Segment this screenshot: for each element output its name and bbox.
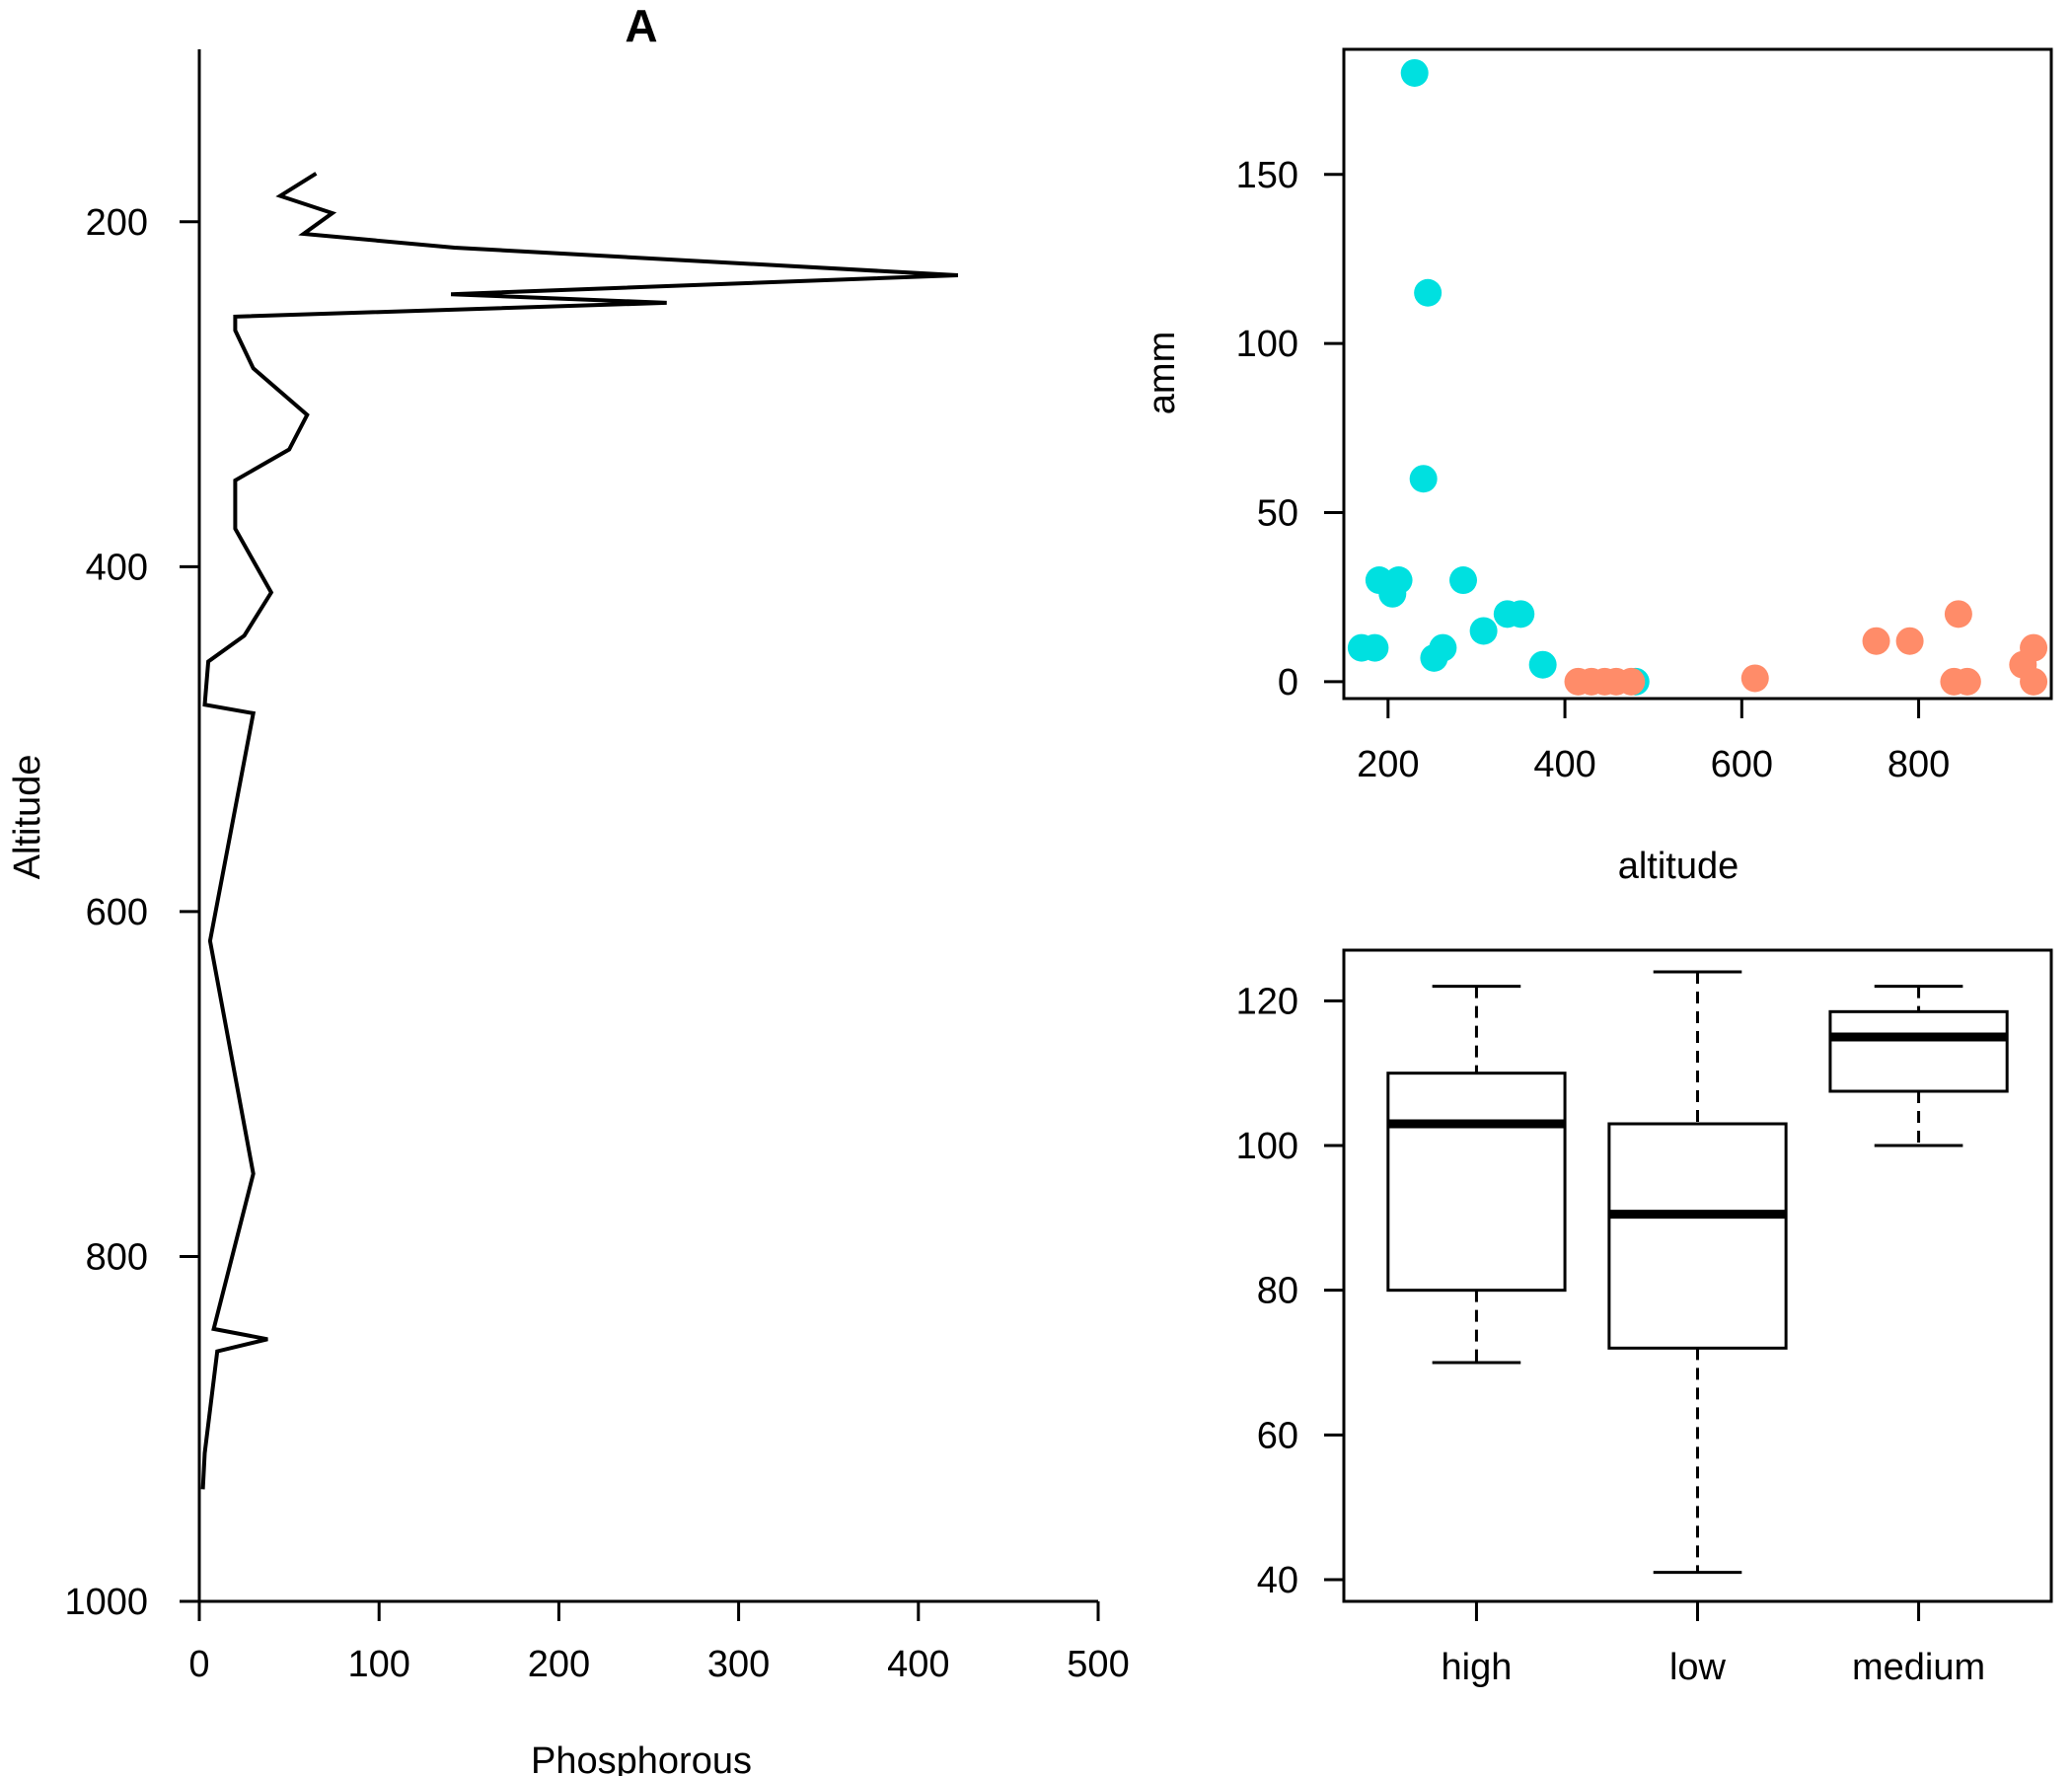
scatter-point — [1469, 617, 1498, 645]
scatter-point — [1617, 667, 1646, 696]
scatter-point — [1528, 650, 1557, 679]
box-iqr — [1828, 1009, 2009, 1093]
panel-a-x-axis-title: Phosphorous — [531, 1740, 752, 1776]
panel-c-category-label: low — [1669, 1647, 1727, 1688]
panel-b-x-tick-label: 600 — [1711, 744, 1773, 785]
panel-c-y-tick-label: 120 — [1236, 981, 1298, 1022]
panel-b-y-tick-label: 50 — [1257, 493, 1298, 535]
panel-a-y-tick-label: 1000 — [64, 1582, 148, 1623]
panel-a-y-axis-title: Altitude — [7, 755, 48, 880]
panel-c-y-tick-label: 80 — [1257, 1271, 1298, 1312]
scatter-point — [1400, 58, 1429, 87]
panel-b-y-tick-label: 0 — [1278, 662, 1298, 703]
panel-a-title: A — [625, 0, 657, 51]
scatter-point — [1953, 667, 1981, 696]
panel-a-y-tick-label: 200 — [86, 202, 148, 244]
panel-b-y-axis-title: amm — [1142, 332, 1183, 414]
scatter-point — [1378, 579, 1407, 608]
scatter-point — [1740, 664, 1769, 693]
panel-a-y-tick-label: 800 — [86, 1236, 148, 1278]
scatter-point — [1414, 278, 1443, 307]
box-iqr — [1607, 1122, 1788, 1350]
scatter-point — [1895, 627, 1924, 655]
panel-c-y-tick-label: 40 — [1257, 1560, 1298, 1601]
panel-a-x-tick-label: 100 — [347, 1644, 409, 1685]
scatter-point — [1420, 643, 1448, 672]
scatter-point — [2020, 633, 2048, 662]
panel-a-x-tick-label: 0 — [188, 1644, 209, 1685]
panel-c-y-tick-label: 100 — [1236, 1126, 1298, 1167]
scatter-point — [1507, 600, 1535, 629]
panel-b-x-tick-label: 400 — [1533, 744, 1595, 785]
panel-b-plot-frame — [1342, 47, 2053, 701]
panel-a-x-tick-label: 300 — [707, 1644, 770, 1685]
panel-b-y-tick-label: 100 — [1236, 324, 1298, 365]
amm-altitude-scatter-panel: altitude amm 200 400 600 800 0 50 100 150 — [1142, 47, 2053, 887]
panel-a-y-tick-label: 400 — [86, 547, 148, 588]
scatter-point — [1409, 465, 1438, 493]
panel-c-category-label: high — [1442, 1647, 1513, 1688]
panel-c-y-tick-label: 60 — [1257, 1415, 1298, 1456]
panel-b-x-tick-label: 200 — [1357, 744, 1419, 785]
panel-a-y-tick-label: 600 — [86, 892, 148, 933]
scatter-point — [1862, 627, 1890, 655]
scatter-point — [1944, 600, 1972, 629]
panel-c-category-label: medium — [1852, 1647, 1985, 1688]
box-iqr — [1386, 1072, 1567, 1293]
phosphorous-series-line — [200, 172, 959, 1490]
panel-a-x-tick-label: 200 — [528, 1644, 590, 1685]
phosphorous-altitude-line-panel: A Phosphorous Altitude 0 100 200 300 400 500 2… — [7, 0, 1130, 1776]
boxplot-panel: 40 60 80 100 120 high low medium — [1236, 948, 2053, 1688]
scatter-point — [1448, 566, 1477, 595]
scatter-point — [1361, 633, 1389, 662]
panel-a-x-tick-label: 500 — [1067, 1644, 1129, 1685]
panel-b-x-axis-title: altitude — [1618, 846, 1739, 887]
scatter-point — [2020, 667, 2048, 696]
panel-b-y-tick-label: 150 — [1236, 155, 1298, 196]
panel-b-x-tick-label: 800 — [1887, 744, 1950, 785]
panel-a-x-tick-label: 400 — [887, 1644, 949, 1685]
